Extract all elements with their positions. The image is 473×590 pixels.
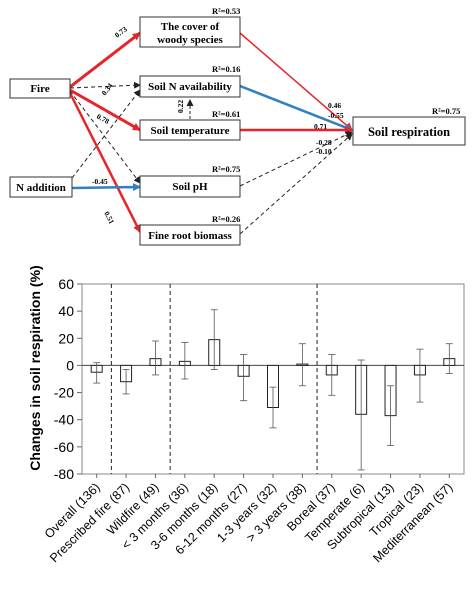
y-tick-label: -60 bbox=[54, 439, 74, 455]
node-soil-temp-r2: R²=0.61 bbox=[212, 109, 240, 119]
coef-soil-n-resp: -0.55 bbox=[328, 111, 344, 120]
coef-temp-soil-n: 0.22 bbox=[176, 100, 185, 113]
node-soil-temp-label: Soil temperature bbox=[151, 125, 230, 137]
node-root-label: Fine root biomass bbox=[148, 230, 232, 242]
y-tick-label: -80 bbox=[54, 466, 74, 482]
y-tick-label: 60 bbox=[58, 276, 74, 292]
node-n-addition bbox=[9, 176, 73, 198]
node-soil-n-r2: R²=0.16 bbox=[212, 64, 240, 74]
chart-bars bbox=[90, 309, 456, 471]
node-woody-label-line2: woody species bbox=[157, 34, 223, 46]
edge-n-soil-n bbox=[71, 89, 141, 179]
node-root-r2: R²=0.26 bbox=[212, 214, 240, 224]
chart-ylabel: Changes in soil respiration (%) bbox=[27, 265, 43, 470]
edge-n-soil-ph bbox=[71, 183, 141, 192]
edge-fire-woody bbox=[69, 31, 141, 89]
coef-fire-root: 0.51 bbox=[102, 210, 116, 226]
y-tick-label: -40 bbox=[54, 412, 74, 428]
edge-fire-soil-temp bbox=[69, 88, 141, 132]
node-soil-ph bbox=[139, 175, 241, 198]
node-fire bbox=[9, 78, 71, 99]
y-tick-label: 40 bbox=[58, 303, 74, 319]
node-woody bbox=[139, 16, 241, 48]
coef-root-resp: -0.10 bbox=[316, 147, 332, 156]
coef-fire-soil-temp: 0.78 bbox=[95, 112, 111, 126]
node-resp-r2: R²=0.75 bbox=[432, 106, 460, 116]
node-soil-ph-label: Soil pH bbox=[172, 181, 208, 193]
y-tick-label: 0 bbox=[66, 357, 74, 373]
edge-root-resp bbox=[239, 133, 353, 235]
node-root bbox=[139, 224, 241, 246]
node-soil-temp bbox=[139, 119, 241, 141]
edge-fire-soil-ph bbox=[69, 90, 141, 184]
coef-n-soil-n: 0.34 bbox=[99, 81, 114, 97]
coef-temp-resp: 0.71 bbox=[314, 122, 327, 131]
edge-fire-root bbox=[68, 92, 142, 233]
edge-woody-resp bbox=[239, 32, 353, 131]
coef-fire-woody: 0.73 bbox=[113, 24, 129, 39]
coef-n-soil-ph: -0.45 bbox=[92, 177, 108, 186]
y-tick-label: 20 bbox=[58, 330, 74, 346]
node-soil-ph-r2: R²=0.75 bbox=[212, 164, 240, 174]
node-soil-n bbox=[139, 75, 241, 98]
coef-woody-resp: 0.46 bbox=[328, 101, 341, 110]
coef-ph-resp: -0.28 bbox=[316, 138, 332, 147]
edge-soil-n-resp bbox=[239, 84, 353, 132]
bar-chart: Changes in soil respiration (%) -80 -60 -4… bbox=[27, 265, 465, 565]
edge-fire-soil-n bbox=[69, 81, 141, 89]
node-resp-label: Soil respiration bbox=[368, 125, 450, 139]
path-diagram: Fire N addition The cover of woody speci… bbox=[9, 6, 466, 246]
y-tick-label: -20 bbox=[54, 385, 74, 401]
node-fire-label: Fire bbox=[30, 83, 49, 95]
node-n-addition-label: N addition bbox=[16, 182, 66, 194]
node-woody-label-line1: The cover of bbox=[161, 21, 220, 33]
node-soil-n-label: Soil N availability bbox=[148, 81, 232, 93]
edge-ph-resp bbox=[239, 131, 353, 187]
node-woody-r2: R²=0.53 bbox=[212, 6, 240, 16]
node-resp bbox=[352, 116, 466, 146]
